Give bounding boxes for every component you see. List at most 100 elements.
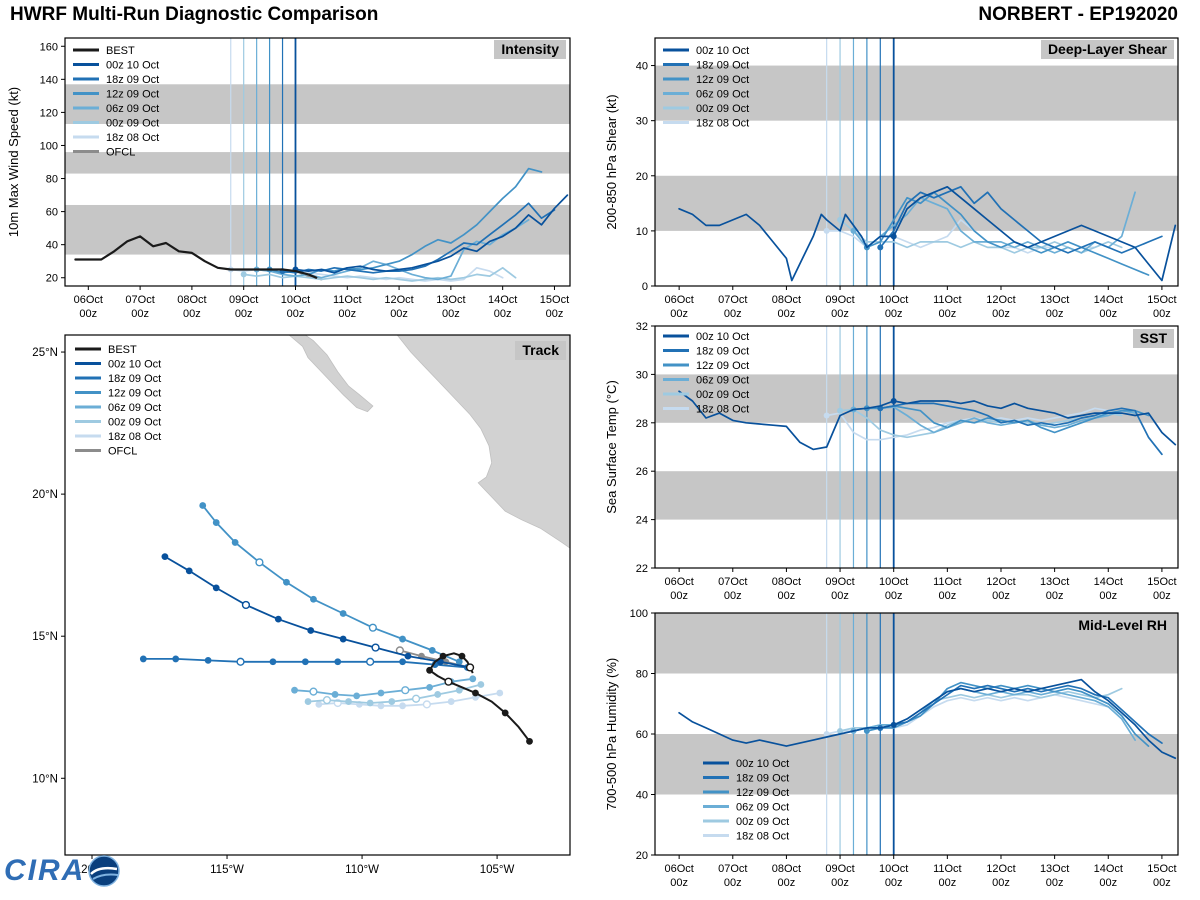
- svg-text:18z 08 Oct: 18z 08 Oct: [106, 132, 159, 144]
- svg-text:OFCL: OFCL: [108, 446, 137, 458]
- svg-text:06Oct: 06Oct: [664, 863, 693, 875]
- svg-text:06z 09 Oct: 06z 09 Oct: [736, 802, 789, 814]
- svg-text:00z 09 Oct: 00z 09 Oct: [696, 389, 749, 401]
- svg-text:08Oct: 08Oct: [177, 294, 206, 306]
- svg-text:00z: 00z: [442, 308, 460, 320]
- svg-text:08Oct: 08Oct: [772, 294, 801, 306]
- svg-text:00z: 00z: [992, 877, 1010, 889]
- svg-text:00z: 00z: [390, 308, 408, 320]
- svg-text:00z: 00z: [724, 590, 742, 602]
- svg-text:18z 09 Oct: 18z 09 Oct: [696, 346, 749, 358]
- svg-text:00z: 00z: [131, 308, 149, 320]
- svg-text:40: 40: [636, 790, 648, 802]
- svg-text:15Oct: 15Oct: [1147, 576, 1176, 588]
- svg-text:09Oct: 09Oct: [825, 576, 854, 588]
- svg-text:14Oct: 14Oct: [1094, 863, 1123, 875]
- svg-text:12Oct: 12Oct: [986, 576, 1015, 588]
- cira-logo: CIRA: [4, 854, 121, 888]
- intensity-chart: 20 40 60 80 100 120 140 160 06Oct 00z 07Oct 00z 08Oc…: [40, 37, 571, 320]
- deep-layer-shear-chart: 0 10 20 30 40 06Oct 00z 07Oct 00z 08Oct 00z 09Oct 00…: [636, 37, 1179, 320]
- svg-text:11Oct: 11Oct: [933, 576, 962, 588]
- svg-text:00z: 00z: [183, 308, 201, 320]
- svg-text:00z: 00z: [670, 590, 688, 602]
- svg-text:07Oct: 07Oct: [718, 576, 747, 588]
- svg-text:0: 0: [642, 281, 648, 293]
- svg-text:15Oct: 15Oct: [540, 294, 569, 306]
- svg-text:00z: 00z: [992, 590, 1010, 602]
- svg-text:00z: 00z: [831, 590, 849, 602]
- svg-text:15Oct: 15Oct: [1147, 863, 1176, 875]
- svg-text:12z 09 Oct: 12z 09 Oct: [696, 360, 749, 372]
- svg-text:BEST: BEST: [108, 344, 137, 356]
- svg-text:11Oct: 11Oct: [933, 863, 962, 875]
- svg-text:140: 140: [40, 74, 58, 86]
- svg-text:00z: 00z: [1153, 308, 1171, 320]
- svg-text:00z 10 Oct: 00z 10 Oct: [106, 60, 159, 72]
- svg-text:00z 09 Oct: 00z 09 Oct: [696, 103, 749, 115]
- svg-text:00z: 00z: [831, 877, 849, 889]
- svg-text:09Oct: 09Oct: [229, 294, 258, 306]
- svg-text:00z: 00z: [546, 308, 564, 320]
- svg-text:00z: 00z: [235, 308, 253, 320]
- svg-text:00z: 00z: [1099, 308, 1117, 320]
- svg-text:12Oct: 12Oct: [986, 863, 1015, 875]
- svg-text:00z: 00z: [338, 308, 356, 320]
- rh-panel-title: Mid-Level RH: [1071, 616, 1174, 635]
- svg-text:10Oct: 10Oct: [281, 294, 310, 306]
- svg-text:08Oct: 08Oct: [772, 863, 801, 875]
- svg-text:00z: 00z: [494, 308, 512, 320]
- svg-text:24: 24: [636, 515, 648, 527]
- svg-text:00z: 00z: [1046, 308, 1064, 320]
- svg-text:160: 160: [40, 41, 58, 53]
- svg-text:06z 09 Oct: 06z 09 Oct: [696, 375, 749, 387]
- svg-text:12z 09 Oct: 12z 09 Oct: [108, 388, 161, 400]
- svg-text:28: 28: [636, 418, 648, 430]
- svg-text:18z 08 Oct: 18z 08 Oct: [696, 118, 749, 130]
- svg-text:00z: 00z: [885, 308, 903, 320]
- svg-text:11Oct: 11Oct: [333, 294, 362, 306]
- svg-text:40: 40: [636, 61, 648, 73]
- svg-text:32: 32: [636, 321, 648, 333]
- svg-text:10°N: 10°N: [32, 773, 58, 785]
- svg-text:00z: 00z: [1099, 877, 1117, 889]
- svg-text:BEST: BEST: [106, 45, 135, 57]
- svg-text:14Oct: 14Oct: [1094, 576, 1123, 588]
- svg-text:18z 08 Oct: 18z 08 Oct: [108, 431, 161, 443]
- svg-text:14Oct: 14Oct: [488, 294, 517, 306]
- svg-text:14Oct: 14Oct: [1094, 294, 1123, 306]
- svg-text:22: 22: [636, 563, 648, 575]
- svg-text:06Oct: 06Oct: [664, 294, 693, 306]
- svg-text:06z 09 Oct: 06z 09 Oct: [696, 89, 749, 101]
- svg-text:00z: 00z: [1153, 590, 1171, 602]
- svg-text:00z 09 Oct: 00z 09 Oct: [108, 417, 161, 429]
- track-map: 120°W115°W110°W105°W10°N15°N20°N25°NBEST…: [32, 334, 571, 876]
- svg-text:00z: 00z: [1099, 590, 1117, 602]
- svg-text:12Oct: 12Oct: [384, 294, 413, 306]
- svg-text:12Oct: 12Oct: [986, 294, 1015, 306]
- svg-text:13Oct: 13Oct: [1040, 863, 1069, 875]
- sst-chart: 22 24 26 28 30 32 06Oct 00z 07Oct 00z 08Oct 00z 09Oc…: [636, 321, 1179, 602]
- svg-text:00z: 00z: [778, 590, 796, 602]
- svg-text:06Oct: 06Oct: [664, 576, 693, 588]
- svg-text:30: 30: [636, 116, 648, 128]
- svg-text:18z 08 Oct: 18z 08 Oct: [696, 404, 749, 416]
- svg-text:06Oct: 06Oct: [74, 294, 103, 306]
- svg-text:25°N: 25°N: [32, 347, 58, 359]
- svg-text:10Oct: 10Oct: [879, 576, 908, 588]
- svg-text:110°W: 110°W: [345, 864, 379, 876]
- svg-text:13Oct: 13Oct: [1040, 576, 1069, 588]
- svg-text:00z: 00z: [831, 308, 849, 320]
- svg-text:00z: 00z: [938, 590, 956, 602]
- svg-text:00z 10 Oct: 00z 10 Oct: [108, 359, 161, 371]
- svg-text:80: 80: [46, 174, 58, 186]
- svg-text:105°W: 105°W: [480, 864, 515, 876]
- svg-text:40: 40: [46, 240, 58, 252]
- cira-logo-text: CIRA: [4, 854, 86, 887]
- svg-text:13Oct: 13Oct: [436, 294, 465, 306]
- track-panel-title: Track: [515, 341, 566, 360]
- storm-title: NORBERT - EP192020: [978, 4, 1178, 25]
- mid-level-rh-chart: 20 40 60 80 100 06Oct 00z 07Oct 00z 08Oct 00z 09Oct…: [630, 608, 1179, 889]
- svg-text:00z: 00z: [885, 877, 903, 889]
- svg-text:15Oct: 15Oct: [1147, 294, 1176, 306]
- svg-text:20: 20: [636, 171, 648, 183]
